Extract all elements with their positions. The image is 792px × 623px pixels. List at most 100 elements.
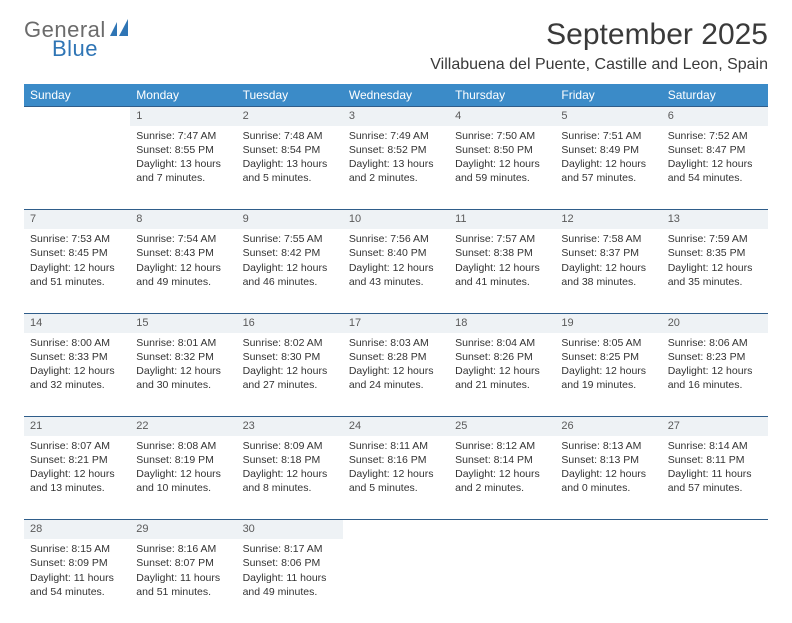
- day-content-cell: Sunrise: 8:00 AMSunset: 8:33 PMDaylight:…: [24, 333, 130, 417]
- content-row: Sunrise: 7:47 AMSunset: 8:55 PMDaylight:…: [24, 126, 768, 210]
- sunset-line: Sunset: 8:11 PM: [668, 453, 762, 467]
- day-content-cell: [555, 539, 661, 623]
- sunrise-line: Sunrise: 7:56 AM: [349, 232, 443, 246]
- day-content-cell: Sunrise: 7:50 AMSunset: 8:50 PMDaylight:…: [449, 126, 555, 210]
- sunset-line: Sunset: 8:14 PM: [455, 453, 549, 467]
- day-number-cell: 20: [662, 313, 768, 332]
- sunset-line: Sunset: 8:33 PM: [30, 350, 124, 364]
- daylight-line: Daylight: 11 hours and 49 minutes.: [243, 571, 337, 599]
- sunrise-line: Sunrise: 8:04 AM: [455, 336, 549, 350]
- day-content-cell: Sunrise: 8:03 AMSunset: 8:28 PMDaylight:…: [343, 333, 449, 417]
- calendar-table: Sunday Monday Tuesday Wednesday Thursday…: [24, 84, 768, 623]
- sunset-line: Sunset: 8:13 PM: [561, 453, 655, 467]
- sunset-line: Sunset: 8:28 PM: [349, 350, 443, 364]
- sunrise-line: Sunrise: 8:02 AM: [243, 336, 337, 350]
- day-number-cell: 25: [449, 417, 555, 436]
- daynum-row: 14151617181920: [24, 313, 768, 332]
- day-content-cell: Sunrise: 8:13 AMSunset: 8:13 PMDaylight:…: [555, 436, 661, 520]
- day-content-cell: Sunrise: 7:49 AMSunset: 8:52 PMDaylight:…: [343, 126, 449, 210]
- day-content-cell: Sunrise: 8:06 AMSunset: 8:23 PMDaylight:…: [662, 333, 768, 417]
- day-number-cell: 27: [662, 417, 768, 436]
- sunrise-line: Sunrise: 8:11 AM: [349, 439, 443, 453]
- day-number-cell: 14: [24, 313, 130, 332]
- content-row: Sunrise: 7:53 AMSunset: 8:45 PM Daylight:…: [24, 229, 768, 313]
- sunset-line: Sunset: 8:37 PM: [561, 246, 655, 260]
- day-number-cell: 5: [555, 107, 661, 126]
- day-number-cell: 4: [449, 107, 555, 126]
- daylight-line: Daylight: 12 hours and 21 minutes.: [455, 364, 549, 392]
- day-number-cell: 21: [24, 417, 130, 436]
- daylight-line: Daylight: 12 hours and 35 minutes.: [668, 261, 762, 289]
- sunset-line: Sunset: 8:38 PM: [455, 246, 549, 260]
- sunset-line: Sunset: 8:49 PM: [561, 143, 655, 157]
- sunrise-line: Sunrise: 7:59 AM: [668, 232, 762, 246]
- daylight-line: Daylight: 12 hours and 0 minutes.: [561, 467, 655, 495]
- title-block: September 2025 Villabuena del Puente, Ca…: [430, 18, 768, 74]
- day-content-cell: Sunrise: 8:09 AMSunset: 8:18 PMDaylight:…: [237, 436, 343, 520]
- sunset-line: Sunset: 8:52 PM: [349, 143, 443, 157]
- sunset-line: Sunset: 8:19 PM: [136, 453, 230, 467]
- day-header: Wednesday: [343, 84, 449, 107]
- day-number-cell: 11: [449, 210, 555, 229]
- day-content-cell: Sunrise: 7:52 AMSunset: 8:47 PMDaylight:…: [662, 126, 768, 210]
- sunset-line: Sunset: 8:40 PM: [349, 246, 443, 260]
- sunrise-line: Sunrise: 7:47 AM: [136, 129, 230, 143]
- sunset-line: Sunset: 8:47 PM: [668, 143, 762, 157]
- day-number-cell: 9: [237, 210, 343, 229]
- sunset-line: Sunset: 8:07 PM: [136, 556, 230, 570]
- sunset-line: Sunset: 8:35 PM: [668, 246, 762, 260]
- logo-text-blue: Blue: [52, 38, 136, 60]
- daylight-line: Daylight: 11 hours and 51 minutes.: [136, 571, 230, 599]
- sunset-line: Sunset: 8:30 PM: [243, 350, 337, 364]
- day-number-cell: 16: [237, 313, 343, 332]
- sunrise-line: Sunrise: 8:03 AM: [349, 336, 443, 350]
- day-content-cell: Sunrise: 7:59 AMSunset: 8:35 PMDaylight:…: [662, 229, 768, 313]
- daylight-line: Daylight: 12 hours and 19 minutes.: [561, 364, 655, 392]
- day-number-cell: 10: [343, 210, 449, 229]
- day-number-cell: 28: [24, 520, 130, 539]
- brand-logo: General Blue: [24, 18, 136, 60]
- day-content-cell: Sunrise: 8:12 AMSunset: 8:14 PMDaylight:…: [449, 436, 555, 520]
- sunrise-line: Sunrise: 7:53 AM: [30, 232, 124, 246]
- content-row: Sunrise: 8:07 AMSunset: 8:21 PMDaylight:…: [24, 436, 768, 520]
- daylight-line: Daylight: 12 hours and 16 minutes.: [668, 364, 762, 392]
- daylight-line: Daylight: 12 hours and 43 minutes.: [349, 261, 443, 289]
- sunset-line: Sunset: 8:55 PM: [136, 143, 230, 157]
- day-number-cell: 26: [555, 417, 661, 436]
- sunset-line: Sunset: 8:45 PM: [30, 246, 124, 260]
- day-number-cell: 12: [555, 210, 661, 229]
- sunrise-line: Sunrise: 8:05 AM: [561, 336, 655, 350]
- day-content-cell: Sunrise: 8:11 AMSunset: 8:16 PMDaylight:…: [343, 436, 449, 520]
- day-header: Friday: [555, 84, 661, 107]
- sunrise-line: Sunrise: 7:57 AM: [455, 232, 549, 246]
- day-content-cell: Sunrise: 7:58 AMSunset: 8:37 PMDaylight:…: [555, 229, 661, 313]
- sunset-line: Sunset: 8:23 PM: [668, 350, 762, 364]
- day-number-cell: 23: [237, 417, 343, 436]
- sunrise-line: Sunrise: 7:51 AM: [561, 129, 655, 143]
- day-header-row: Sunday Monday Tuesday Wednesday Thursday…: [24, 84, 768, 107]
- daynum-row: 21222324252627: [24, 417, 768, 436]
- day-content-cell: Sunrise: 8:01 AMSunset: 8:32 PMDaylight:…: [130, 333, 236, 417]
- day-content-cell: Sunrise: 8:07 AMSunset: 8:21 PMDaylight:…: [24, 436, 130, 520]
- sunset-line: Sunset: 8:26 PM: [455, 350, 549, 364]
- day-content-cell: Sunrise: 8:02 AMSunset: 8:30 PMDaylight:…: [237, 333, 343, 417]
- daylight-line: Daylight: 12 hours and 57 minutes.: [561, 157, 655, 185]
- day-number-cell: 19: [555, 313, 661, 332]
- sunrise-line: Sunrise: 7:54 AM: [136, 232, 230, 246]
- day-header: Thursday: [449, 84, 555, 107]
- day-content-cell: [449, 539, 555, 623]
- day-content-cell: Sunrise: 7:55 AMSunset: 8:42 PMDaylight:…: [237, 229, 343, 313]
- daylight-line: Daylight: 12 hours and 32 minutes.: [30, 364, 124, 392]
- day-number-cell: 17: [343, 313, 449, 332]
- daylight-line: Daylight: 12 hours and 41 minutes.: [455, 261, 549, 289]
- day-number-cell: 13: [662, 210, 768, 229]
- sunrise-line: Sunrise: 7:48 AM: [243, 129, 337, 143]
- sunrise-line: Sunrise: 8:07 AM: [30, 439, 124, 453]
- daylight-line: Daylight: 13 hours and 7 minutes.: [136, 157, 230, 185]
- day-number-cell: 8: [130, 210, 236, 229]
- day-content-cell: Sunrise: 8:15 AMSunset: 8:09 PMDaylight:…: [24, 539, 130, 623]
- sunset-line: Sunset: 8:54 PM: [243, 143, 337, 157]
- content-row: Sunrise: 8:15 AMSunset: 8:09 PMDaylight:…: [24, 539, 768, 623]
- day-number-cell: 24: [343, 417, 449, 436]
- day-number-cell: [662, 520, 768, 539]
